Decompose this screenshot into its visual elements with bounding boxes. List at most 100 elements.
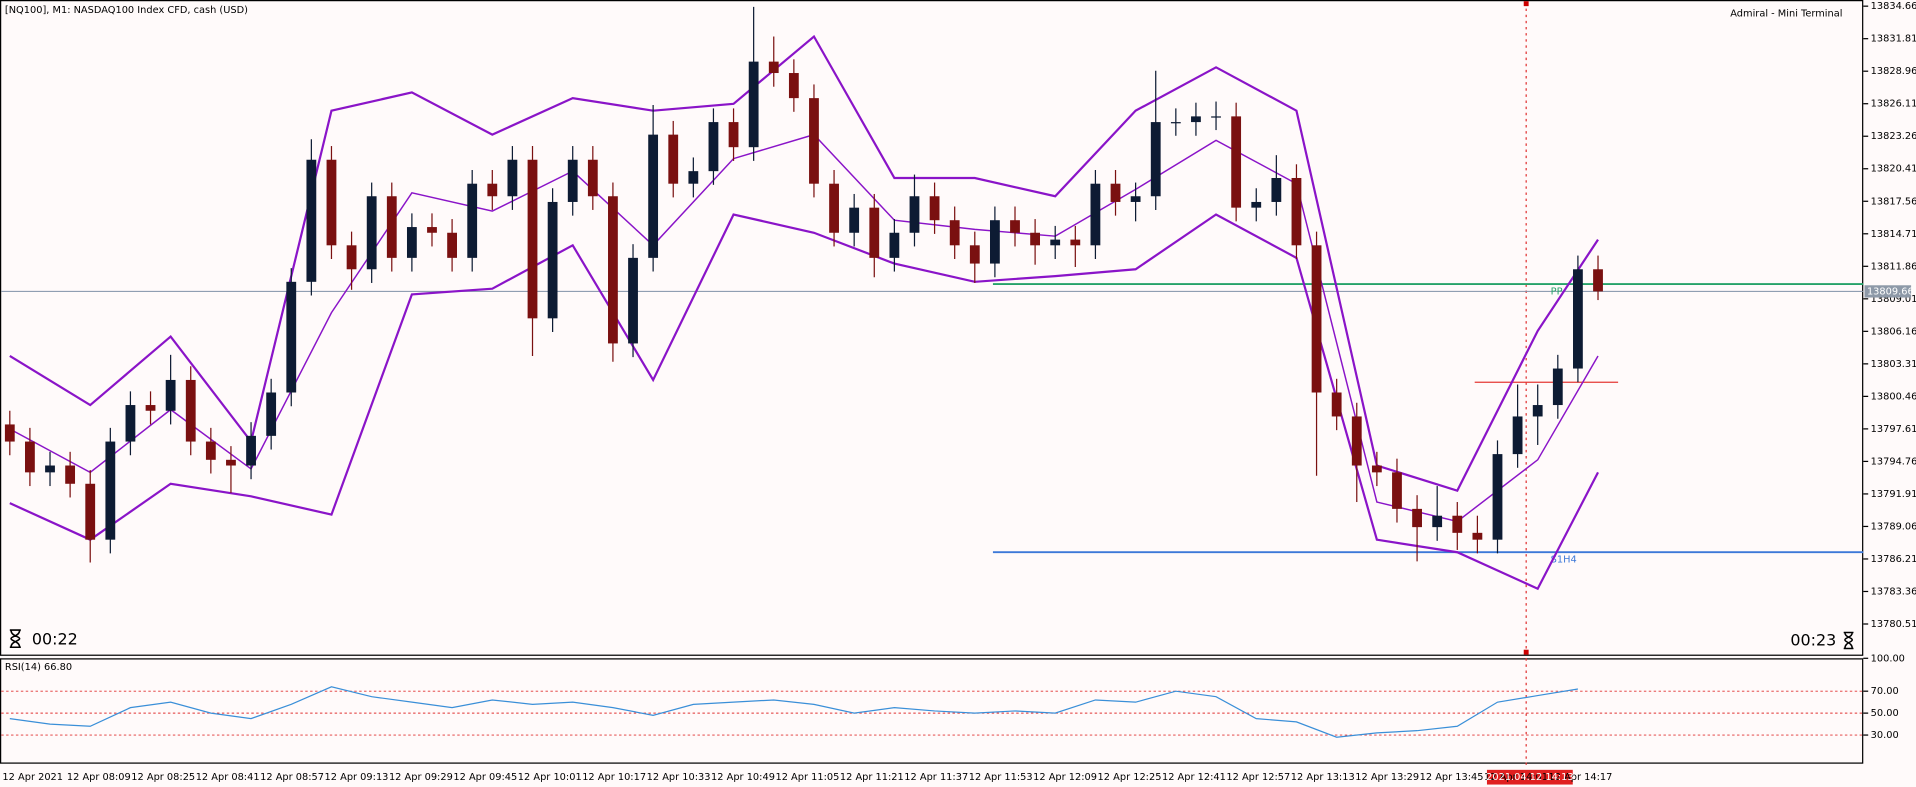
x-tick-label: 12 Apr 12:57: [1226, 772, 1290, 783]
x-tick-label: 12 Apr 08:57: [260, 772, 324, 783]
candle-body: [25, 441, 35, 473]
x-tick-label: 12 Apr 10:33: [647, 772, 711, 783]
y-tick-label: 13803.31: [1871, 359, 1916, 370]
y-tick-label: 13783.36: [1871, 586, 1916, 597]
candle-body: [1532, 405, 1543, 417]
candle-body: [1030, 232, 1041, 246]
pivot-label: PP: [1551, 286, 1563, 297]
candle-body: [205, 441, 216, 460]
candle-body: [346, 245, 357, 270]
y-tick-label: 13786.21: [1871, 554, 1916, 565]
y-tick-label: 70.00: [1871, 686, 1899, 697]
candle-body: [1010, 220, 1020, 233]
candle-body: [185, 379, 196, 442]
candle-body: [427, 227, 437, 233]
candle-body: [487, 183, 498, 197]
y-tick-label: 13826.11: [1871, 99, 1916, 110]
y-tick-label: 13800.46: [1871, 391, 1916, 402]
candle-body: [45, 465, 55, 473]
candle-body: [165, 379, 176, 411]
candle-body: [1593, 269, 1603, 292]
bollinger-band: [9, 213, 1599, 591]
crosshair-time-box: [1486, 769, 1573, 785]
candle-body: [949, 220, 960, 246]
candle-body: [547, 201, 558, 319]
candle-body: [85, 483, 96, 540]
candle-body: [1311, 245, 1322, 393]
candle-body: [1351, 416, 1362, 466]
candle-body: [1412, 508, 1422, 528]
candle-body: [527, 159, 538, 319]
candle-body: [788, 73, 799, 99]
y-tick-label: 13811.86: [1871, 261, 1916, 272]
candle-body: [929, 196, 940, 221]
timer-left: 00:22: [32, 629, 78, 648]
y-tick-label: 13789.06: [1871, 521, 1916, 532]
candle-body: [226, 459, 236, 466]
rsi-line: [9, 686, 1579, 738]
candle-body: [708, 122, 719, 172]
pivot-label: S1H4: [1551, 555, 1577, 566]
y-tick-label: 100.00: [1871, 653, 1905, 664]
x-tick-label: 12 Apr 13:13: [1291, 772, 1355, 783]
candle-body: [447, 232, 457, 258]
y-tick-label: 30.00: [1871, 730, 1899, 741]
candle-body: [1231, 116, 1242, 208]
y-tick-label: 50.00: [1871, 708, 1899, 719]
candle-body: [386, 196, 397, 258]
candle-body: [1512, 416, 1523, 455]
rsi-title: RSI(14) 66.80: [5, 662, 72, 673]
current-price-box: [1864, 285, 1912, 298]
x-tick-label: 12 Apr 14:01: [1484, 772, 1548, 783]
candle-body: [1050, 239, 1061, 246]
x-tick-label: 12 Apr 09:13: [325, 772, 389, 783]
candle-body: [306, 159, 317, 282]
candle-body: [1331, 392, 1342, 417]
y-tick-label: 13814.71: [1871, 229, 1916, 240]
candle-body: [668, 134, 679, 184]
candle-body: [1150, 122, 1161, 197]
current-price-label: 13809.66: [1867, 286, 1914, 297]
candle-body: [1271, 177, 1282, 202]
crosshair-handle: [1523, 1, 1529, 7]
x-tick-label: 12 Apr 09:45: [453, 772, 517, 783]
y-tick-label: 13797.61: [1871, 424, 1916, 435]
crosshair-time-label: 2021.04.12 14:13: [1486, 772, 1573, 783]
candle-body: [1090, 183, 1101, 246]
candle-body: [105, 441, 116, 540]
candle-body: [909, 196, 920, 233]
candle-body: [608, 196, 618, 344]
candle-body: [1472, 532, 1483, 540]
candle-body: [1492, 454, 1503, 540]
x-tick-label: 12 Apr 11:05: [775, 772, 839, 783]
candle-body: [1130, 196, 1141, 202]
x-tick-label: 12 Apr 09:29: [389, 772, 453, 783]
candle-body: [989, 220, 1000, 264]
candle-body: [969, 245, 980, 264]
x-tick-label: 12 Apr 10:17: [582, 772, 646, 783]
x-tick-label: 12 Apr 11:53: [969, 772, 1033, 783]
candle-body: [587, 159, 598, 197]
candle-body: [648, 134, 659, 258]
candle-body: [1211, 116, 1221, 118]
rsi-pane: [0, 658, 1864, 764]
candle-body: [728, 122, 739, 148]
candle-body: [1251, 201, 1262, 208]
candle-body: [809, 98, 819, 184]
candle-body: [65, 465, 76, 484]
candle-body: [889, 232, 900, 258]
candle-body: [125, 405, 136, 442]
candle-body: [748, 61, 759, 148]
candle-body: [1291, 177, 1302, 246]
y-tick-label: 13780.51: [1871, 619, 1916, 630]
x-tick-label: 12 Apr 10:49: [711, 772, 775, 783]
y-tick-label: 13794.76: [1871, 456, 1916, 467]
x-tick-label: 12 Apr 10:01: [518, 772, 582, 783]
terminal-label: Admiral - Mini Terminal: [1730, 8, 1842, 19]
x-tick-label: 12 Apr 12:41: [1162, 772, 1226, 783]
candle-body: [286, 281, 297, 393]
candle-body: [768, 61, 779, 74]
y-tick-label: 13817.56: [1871, 196, 1916, 207]
